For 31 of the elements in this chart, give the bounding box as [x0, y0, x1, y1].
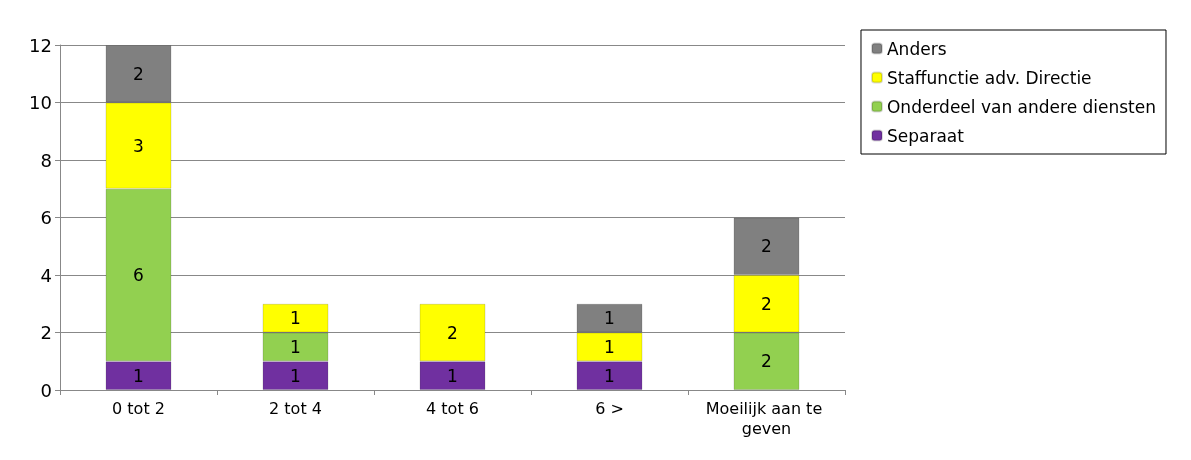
y-tick-label: 4	[40, 264, 52, 286]
data-label: 3	[133, 135, 144, 156]
y-tick-label: 0	[40, 379, 52, 401]
legend-label: Anders	[886, 38, 947, 59]
legend-label: Staffunctie adv. Directie	[886, 67, 1092, 88]
data-label: 1	[290, 336, 301, 357]
x-tick-label: Moeilijk aan te geven	[705, 398, 828, 438]
x-tick-label: 0 tot 2	[112, 398, 165, 418]
data-label: 1	[290, 365, 301, 386]
x-tick-label: 6 >	[595, 398, 624, 418]
data-label: 2	[447, 322, 458, 343]
data-label: 2	[761, 236, 772, 257]
y-tick-label: 8	[40, 149, 52, 171]
data-label: 2	[761, 351, 772, 372]
data-label: 1	[604, 365, 615, 386]
y-tick-label: 6	[40, 207, 52, 228]
data-label: 2	[761, 293, 772, 314]
data-label: 1	[604, 308, 615, 329]
x-tick-label: 2 tot 4	[269, 398, 322, 418]
data-label: 1	[133, 365, 144, 386]
legend-label: Onderdeel van andere diensten	[886, 96, 1156, 117]
data-label: 1	[290, 308, 301, 329]
data-label: 1	[604, 336, 615, 357]
y-tick-label: 12	[29, 34, 52, 56]
data-label: 2	[133, 63, 144, 84]
y-tick-label: 2	[40, 322, 52, 343]
data-label: 6	[133, 265, 144, 285]
y-tick-label: 10	[29, 92, 52, 113]
legend-label: Separaat	[886, 125, 965, 146]
x-tick-label: 4 tot 6	[426, 398, 479, 418]
data-label: 1	[447, 365, 458, 386]
